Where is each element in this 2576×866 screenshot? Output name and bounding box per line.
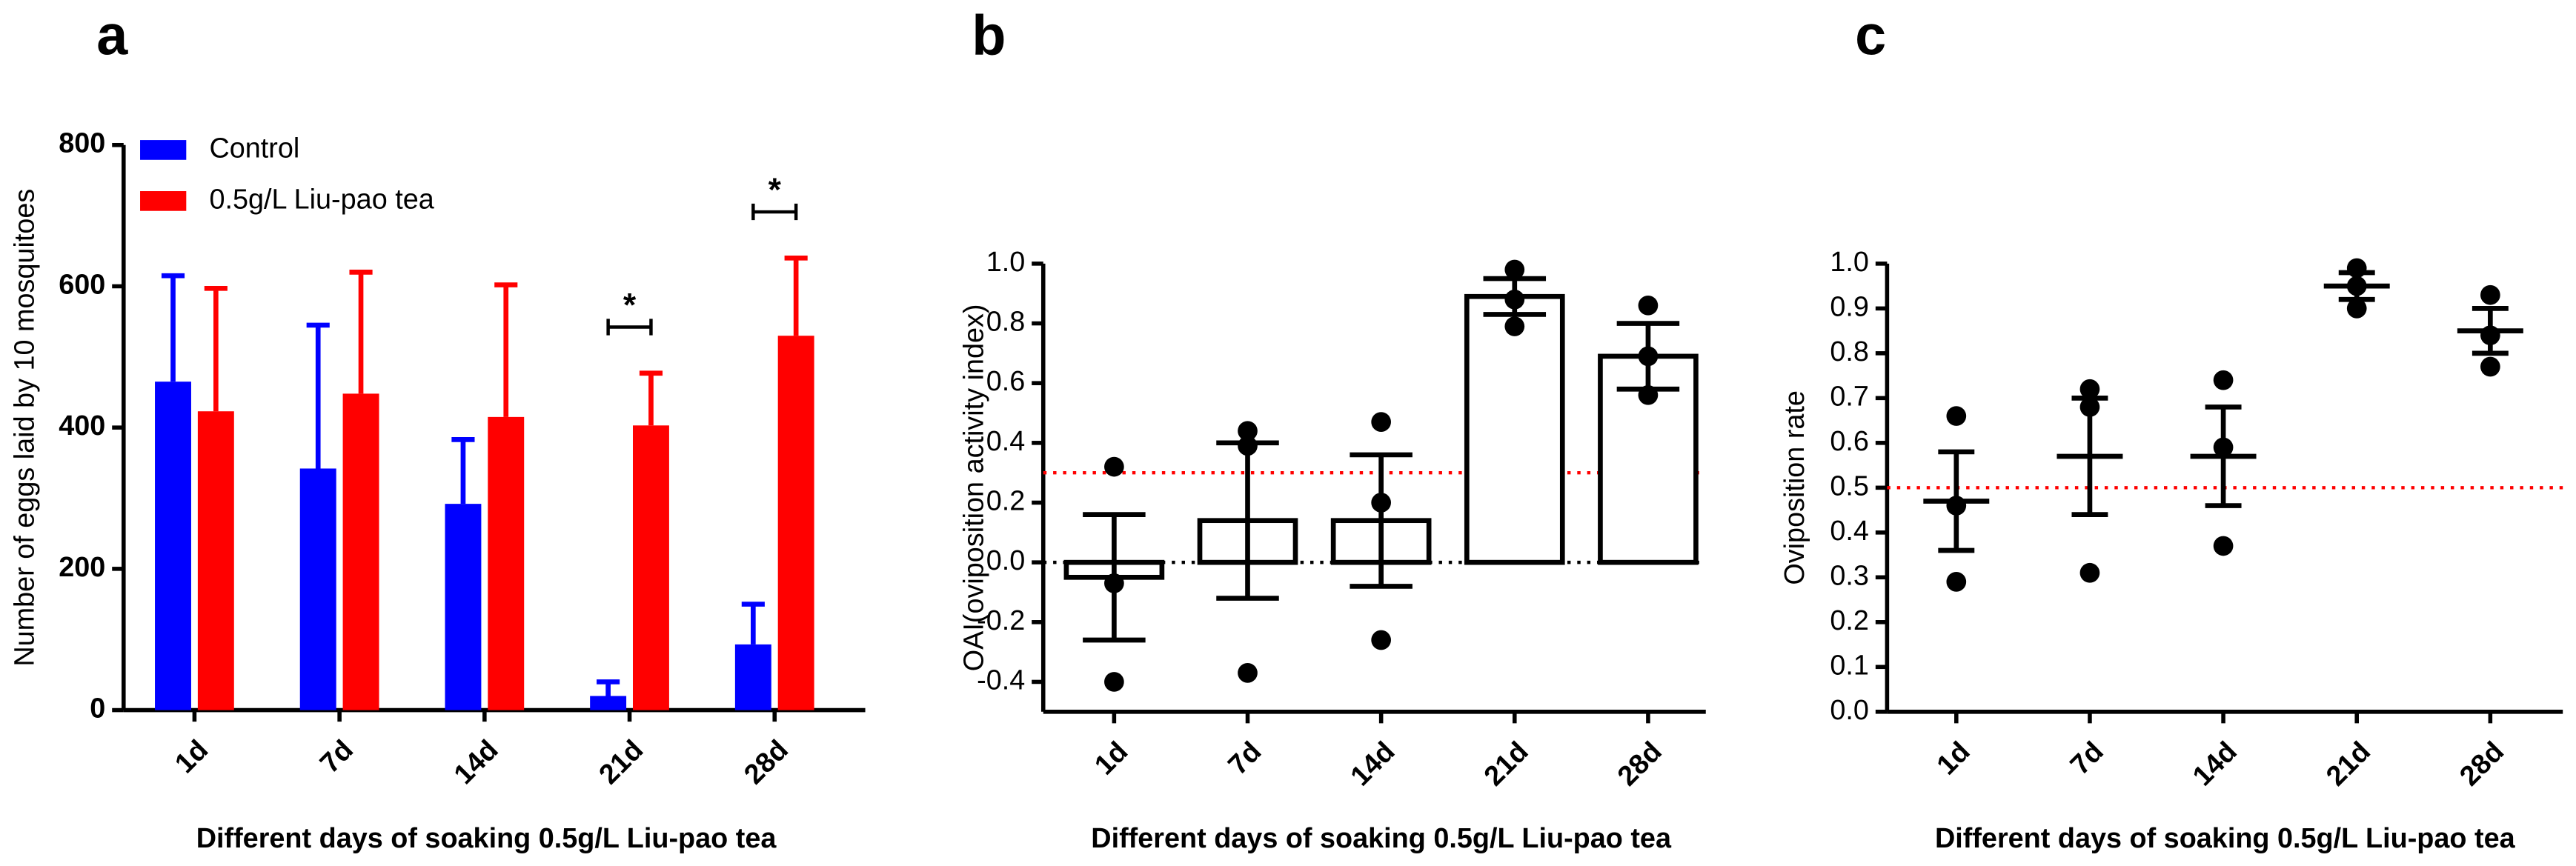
bar (1464, 293, 1565, 565)
y-tick-label: 0.8 (1830, 336, 1869, 367)
bar (197, 411, 234, 710)
y-tick-label: 0.4 (986, 426, 1026, 457)
data-point (1371, 493, 1391, 513)
x-tick-label: 7d (314, 734, 359, 779)
y-tick-label: 0.3 (1830, 560, 1869, 591)
x-tick-label: 28d (738, 734, 794, 790)
significance-label: * (623, 287, 637, 324)
significance-bracket (606, 319, 653, 336)
y-tick-label: -0.2 (977, 605, 1025, 636)
y-tick-label: 800 (59, 128, 105, 159)
data-point (2346, 276, 2367, 296)
bar (734, 644, 771, 710)
data-point (1238, 436, 1258, 456)
legend-label: 0.5g/L Liu-pao tea (209, 184, 434, 215)
data-point (1946, 496, 1967, 516)
panel-label: c (1855, 4, 1886, 67)
y-tick-label: 400 (59, 410, 105, 442)
y-tick-label: 0.2 (986, 485, 1026, 516)
data-point (2346, 258, 2367, 279)
y-tick-label: 0.6 (1830, 426, 1869, 457)
x-axis-label: Different days of soaking 0.5g/L Liu-pao… (1935, 823, 2516, 854)
bar (777, 336, 814, 710)
y-tick-label: 0.8 (986, 307, 1026, 338)
data-point (1104, 456, 1124, 477)
legend-label: Control (209, 133, 299, 164)
x-tick-label: 1d (1089, 736, 1134, 781)
data-point (1946, 406, 1967, 426)
data-point (1238, 421, 1258, 442)
y-tick-label: 0 (90, 693, 105, 725)
data-point (1946, 572, 1967, 592)
y-axis-label: Number of eggs laid by 10 mosquitoes (10, 189, 41, 667)
x-tick-label: 7d (1222, 736, 1267, 781)
data-point (2213, 437, 2234, 458)
x-tick-label: 14d (448, 734, 505, 790)
data-point (1504, 259, 1525, 280)
y-tick-label: 0.9 (1830, 291, 1869, 322)
x-axis-label: Different days of soaking 0.5g/L Liu-pao… (196, 823, 777, 854)
y-tick-label: 0.4 (1830, 516, 1869, 547)
x-tick-label: 1d (1931, 736, 1976, 781)
significance-bracket (751, 203, 798, 221)
y-tick-label: 0.2 (1830, 605, 1869, 636)
data-point (1638, 295, 1659, 316)
data-point (2079, 397, 2100, 417)
significance-label: * (769, 172, 782, 208)
data-point (1638, 384, 1659, 405)
x-axis-label: Different days of soaking 0.5g/L Liu-pao… (1091, 823, 1672, 854)
x-tick-label: 21d (594, 734, 650, 790)
data-point (2213, 536, 2234, 556)
bar (155, 382, 191, 710)
y-axis-label: OAI(oviposition activity index) (959, 304, 990, 671)
data-point (2480, 284, 2500, 305)
data-point (1238, 663, 1258, 683)
x-tick-label: 1d (169, 734, 214, 779)
data-point (2480, 356, 2500, 377)
y-tick-label: 1.0 (986, 247, 1026, 278)
y-tick-label: -0.4 (977, 665, 1025, 696)
x-tick-label: 28d (2454, 736, 2510, 792)
data-point (1371, 412, 1391, 432)
x-tick-label: 21d (1478, 736, 1535, 792)
data-point (1371, 630, 1391, 650)
y-tick-label: 0.0 (1830, 695, 1869, 726)
y-tick-label: 0.6 (986, 366, 1026, 397)
y-tick-label: 600 (59, 269, 105, 300)
x-tick-label: 21d (2320, 736, 2377, 792)
y-tick-label: 1.0 (1830, 247, 1869, 278)
x-tick-label: 7d (2065, 736, 2110, 781)
data-point (1638, 346, 1659, 367)
bar (590, 696, 627, 710)
x-tick-label: 14d (1345, 736, 1401, 792)
bar (632, 425, 669, 710)
bar (488, 416, 525, 710)
data-point (2346, 299, 2367, 319)
y-tick-label: 0.1 (1830, 650, 1869, 681)
data-point (2079, 562, 2100, 583)
bar (299, 468, 336, 710)
data-point (1504, 316, 1525, 336)
legend-swatch (140, 140, 187, 160)
legend-swatch (140, 191, 187, 211)
data-point (2480, 325, 2500, 346)
data-point (2213, 370, 2234, 390)
y-tick-label: 0.7 (1830, 381, 1869, 412)
y-tick-label: 200 (59, 552, 105, 583)
x-tick-label: 28d (1612, 736, 1668, 792)
data-point (1104, 573, 1124, 593)
panel-label: a (96, 4, 128, 67)
data-point (1504, 289, 1525, 310)
y-axis-label: Oviposition rate (1779, 390, 1810, 585)
bar (445, 504, 482, 710)
data-point (1104, 672, 1124, 692)
panel-label: b (972, 4, 1006, 67)
data-point (2079, 379, 2100, 399)
y-tick-label: 0.0 (986, 545, 1026, 576)
y-tick-label: 0.5 (1830, 470, 1869, 502)
bar (342, 393, 379, 710)
x-tick-label: 14d (2187, 736, 2243, 792)
